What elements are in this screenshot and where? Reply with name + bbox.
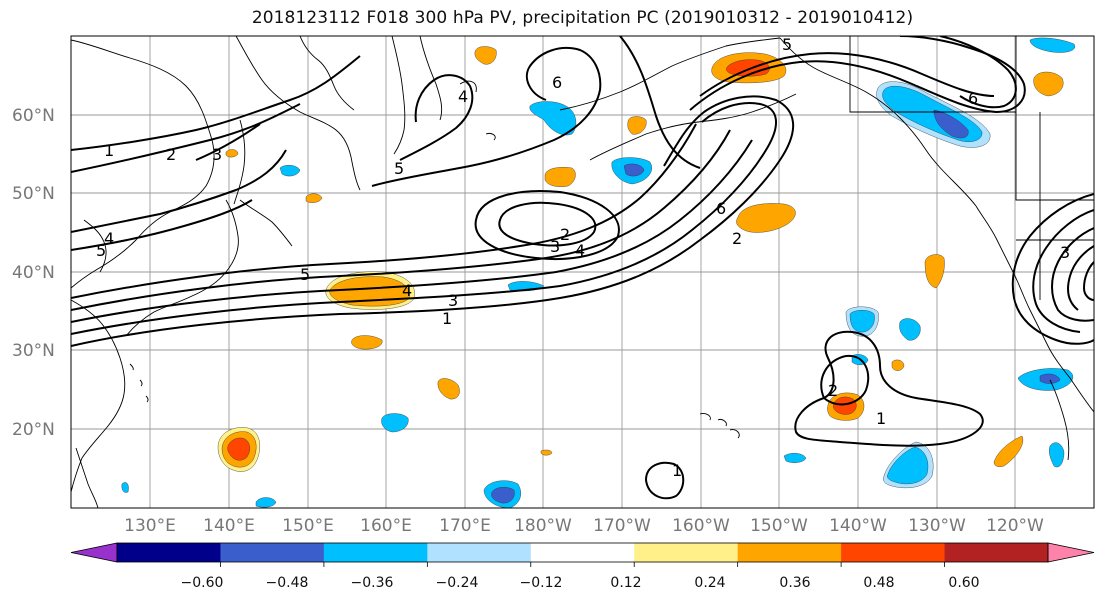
contour-label: 4 xyxy=(575,241,585,260)
lon-label: 130°W xyxy=(908,516,966,536)
contour-label: 2 xyxy=(732,229,742,248)
contour-label: 6 xyxy=(716,199,726,218)
contour-label: 1 xyxy=(876,409,886,428)
lat-label: 50°N xyxy=(12,184,55,204)
colorbar-extend-low xyxy=(70,542,118,563)
colorbar-tick-label: −0.24 xyxy=(436,575,479,591)
colorbar-tick-label: −0.12 xyxy=(520,575,563,591)
lat-label: 40°N xyxy=(12,263,55,283)
contour-label: 1 xyxy=(672,461,682,480)
latitude-labels: 60°N 50°N 40°N 30°N 20°N xyxy=(12,106,55,440)
contour-label: 4 xyxy=(458,87,468,106)
lat-label: 20°N xyxy=(12,420,55,440)
colorbar-segment xyxy=(841,543,946,562)
colorbar-segment xyxy=(530,543,635,562)
lon-label: 170°E xyxy=(439,516,491,536)
contour-label: 5 xyxy=(300,265,310,284)
longitude-labels: 130°E 140°E 150°E 160°E 170°E 180°W 170°… xyxy=(124,516,1044,536)
colorbar-segment xyxy=(323,543,428,562)
colorbar-tick-label: −0.36 xyxy=(351,575,394,591)
lat-label: 60°N xyxy=(12,106,55,126)
contour-label: 2 xyxy=(166,145,176,164)
contour-label: 3 xyxy=(212,145,222,164)
colorbar-tick-label: 0.24 xyxy=(694,575,725,591)
contour-label: 5 xyxy=(394,159,404,178)
contour-label: 3 xyxy=(550,237,560,256)
colorbar-segment xyxy=(737,543,842,562)
lon-label: 150°W xyxy=(750,516,808,536)
lon-label: 140°E xyxy=(203,516,255,536)
contour-label: 1 xyxy=(104,141,114,160)
colorbar-extend-high xyxy=(1047,542,1095,563)
colorbar xyxy=(70,542,1095,567)
colorbar-segment xyxy=(944,543,1049,562)
contour-label: 1 xyxy=(442,309,452,328)
colorbar-segment xyxy=(634,543,739,562)
colorbar-tick-label: −0.48 xyxy=(266,575,309,591)
pv-contours xyxy=(71,36,1094,500)
contour-label: 5 xyxy=(782,35,792,54)
lon-label: 120°W xyxy=(986,516,1044,536)
contour-label: 5 xyxy=(96,241,106,260)
colorbar-ticks: −0.60 −0.48 −0.36 −0.24 −0.12 0.12 0.24 … xyxy=(181,575,980,591)
contour-labels: 1 2 3 4 5 5 4 3 1 2 3 4 5 6 4 6 5 6 2 1 … xyxy=(96,35,1070,480)
lon-label: 150°E xyxy=(282,516,334,536)
contour-label: 2 xyxy=(828,381,838,400)
map-title: 2018123112 F018 300 hPa PV, precipitatio… xyxy=(251,8,914,28)
colorbar-outline xyxy=(116,542,1049,563)
lon-label: 170°W xyxy=(593,516,651,536)
contour-label: 6 xyxy=(968,89,978,108)
lon-label: 140°W xyxy=(829,516,887,536)
lon-label: 130°E xyxy=(124,516,176,536)
precip-positive-shading xyxy=(217,46,1064,472)
colorbar-tick-label: 0.48 xyxy=(863,575,894,591)
contour-label: 6 xyxy=(552,73,562,92)
contour-label: 4 xyxy=(104,229,114,248)
lon-label: 160°E xyxy=(360,516,412,536)
colorbar-tick-label: 0.60 xyxy=(948,575,979,591)
colorbar-tick-label: −0.60 xyxy=(181,575,224,591)
colorbar-segment xyxy=(220,543,325,562)
lon-label: 180°W xyxy=(514,516,572,536)
colorbar-tick-label: 0.12 xyxy=(610,575,641,591)
contour-label: 3 xyxy=(448,291,458,310)
colorbar-segment xyxy=(427,543,532,562)
lon-label: 160°W xyxy=(672,516,730,536)
colorbar-tick-label: 0.36 xyxy=(779,575,810,591)
colorbar-segment xyxy=(117,543,221,562)
lat-label: 30°N xyxy=(12,341,55,361)
map-frame xyxy=(70,35,1095,509)
contour-label: 4 xyxy=(402,281,412,300)
contour-label: 2 xyxy=(560,225,570,244)
precip-negative-shading xyxy=(121,37,1076,508)
contour-label: 3 xyxy=(1060,243,1070,262)
